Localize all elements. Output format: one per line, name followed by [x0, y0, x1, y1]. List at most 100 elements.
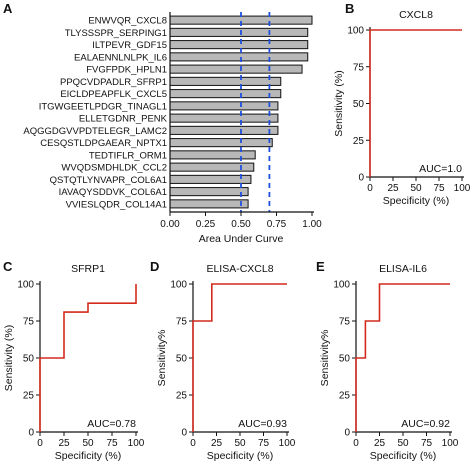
panel-b-y-axis-title: Sensitivity (%) — [333, 70, 345, 137]
panel-e-title: ELISA-IL6 — [379, 263, 427, 275]
x-tick-label: 25 — [374, 438, 386, 449]
x-tick-label: 0 — [367, 183, 373, 194]
y-tick-label: 75 — [23, 317, 35, 328]
x-tick-label: 0 — [353, 438, 359, 449]
bar-category-label: VVIESLQDR_COL14A1 — [66, 199, 167, 210]
bar-7 — [169, 89, 282, 99]
bar-category-label: EALAENNLNLPK_IL6 — [74, 52, 167, 63]
x-tick-label: 50 — [397, 438, 409, 449]
y-tick-label: 50 — [353, 99, 365, 110]
panel-d-auc-label: AUC=0.93 — [238, 418, 287, 430]
x-tick-label: 100 — [442, 438, 459, 449]
bar-category-label: AQGGDGVVPDTELEGR_LAMC2 — [23, 126, 167, 137]
x-tick-label: 0.25 — [196, 219, 216, 230]
y-tick-label: 100 — [17, 280, 34, 291]
panel-a-x-axis-title: Area Under Curve — [199, 233, 284, 245]
x-tick-label: 100 — [454, 183, 471, 194]
bar-category-label: IAVAQYSDDVK_COL6A1 — [59, 187, 167, 198]
panel-e-auc-label: AUC=0.92 — [401, 418, 450, 430]
x-tick-label: 25 — [211, 438, 223, 449]
bar-category-label: PPQCVDPADLR_SFRP1 — [60, 77, 167, 88]
x-tick-label: 50 — [234, 438, 246, 449]
y-tick-label: 0 — [28, 428, 34, 439]
panel-label-d: D — [150, 259, 159, 274]
bar-category-label: ILTPEVR_GDF15 — [92, 40, 167, 51]
bar-14 — [169, 174, 252, 184]
x-tick-label: 25 — [387, 183, 399, 194]
panel-d-x-axis-title: Specificity (%) — [207, 450, 274, 462]
y-tick-label: 0 — [344, 428, 350, 439]
panel-e-y-axis-title: Sensitivity% — [319, 330, 331, 387]
bar-category-label: FVGFPDK_HPLN1 — [86, 65, 167, 76]
x-tick-label: 0.75 — [267, 219, 287, 230]
y-tick-label: 100 — [333, 280, 350, 291]
x-tick-label: 50 — [410, 183, 422, 194]
bar-9 — [169, 113, 279, 123]
bar-category-label: CESQSTLDPGAEAR_NPTX1 — [40, 138, 167, 149]
bar-category-label: ENWVQR_CXCL8 — [88, 16, 167, 27]
y-tick-label: 25 — [353, 136, 365, 147]
bar-category-label: EICLDPEAPFLK_CXCL5 — [60, 89, 167, 100]
y-tick-label: 0 — [358, 173, 364, 184]
x-tick-label: 100 — [128, 438, 145, 449]
bar-4 — [169, 52, 309, 62]
y-tick-label: 75 — [353, 62, 365, 73]
y-tick-label: 75 — [339, 317, 351, 328]
roc-curve-c — [39, 284, 137, 432]
roc-curve-d — [192, 283, 287, 432]
panel-b-title: CXCL8 — [399, 9, 433, 21]
bar-category-label: ELLETGDNR_PENK — [79, 114, 168, 125]
panel-c-auc-label: AUC=0.78 — [87, 418, 136, 430]
y-tick-label: 50 — [176, 354, 188, 365]
y-tick-label: 100 — [170, 280, 187, 291]
panel-c-title: SFRP1 — [71, 263, 105, 275]
panel-c-y-axis-title: Sensitivity (%) — [3, 325, 15, 392]
panel-d-y-axis-title: Sensitivity% — [156, 330, 168, 387]
y-tick-label: 25 — [23, 391, 35, 402]
panel-d-title: ELISA-CXCL8 — [206, 263, 273, 275]
panel-label-a: A — [3, 1, 13, 16]
y-tick-label: 25 — [176, 391, 188, 402]
bar-11 — [169, 138, 273, 148]
x-tick-label: 75 — [433, 183, 445, 194]
x-tick-label: 100 — [279, 438, 296, 449]
x-tick-label: 0 — [37, 438, 43, 449]
x-tick-label: 25 — [58, 438, 70, 449]
bar-6 — [169, 76, 282, 86]
bar-category-label: QSTQTLYNVAPR_COL6A1 — [50, 175, 167, 186]
bar-category-label: WVQDSMDHLDK_CCL2 — [61, 163, 167, 174]
bar-16 — [169, 199, 249, 209]
y-tick-label: 100 — [347, 26, 364, 37]
roc-curve-b — [369, 29, 462, 177]
y-tick-label: 0 — [181, 428, 187, 439]
y-tick-label: 50 — [23, 354, 35, 365]
panel-label-b: B — [345, 1, 354, 16]
bar-category-label: TLYSSSPR_SERPING1 — [65, 28, 167, 39]
y-tick-label: 50 — [339, 354, 351, 365]
x-tick-label: 0.50 — [231, 219, 251, 230]
panel-e-x-axis-title: Specificity (%) — [370, 450, 437, 462]
x-tick-label: 75 — [421, 438, 433, 449]
panel-label-c: C — [3, 259, 13, 274]
x-tick-label: 75 — [258, 438, 270, 449]
y-tick-label: 25 — [339, 391, 351, 402]
x-tick-label: 0.00 — [160, 219, 180, 230]
bar-2 — [169, 27, 309, 37]
panel-b-x-axis-title: Specificity (%) — [383, 195, 450, 207]
panel-b-auc-label: AUC=1.0 — [419, 163, 462, 175]
panel-c-x-axis-title: Specificity (%) — [55, 450, 122, 462]
bar-category-label: TEDTIFLR_ORM1 — [89, 150, 167, 161]
x-tick-label: 0 — [190, 438, 196, 449]
bar-3 — [169, 40, 309, 50]
bar-5 — [169, 64, 303, 74]
bar-8 — [169, 101, 279, 111]
bar-15 — [169, 187, 249, 197]
bar-12 — [169, 150, 256, 160]
bar-category-label: ITGWGEETLPDGR_TINAGL1 — [39, 101, 167, 112]
x-tick-label: 75 — [106, 438, 118, 449]
roc-curve-e — [355, 283, 450, 432]
y-tick-label: 75 — [176, 317, 188, 328]
x-tick-label: 1.00 — [302, 219, 322, 230]
panel-label-e: E — [316, 259, 325, 274]
